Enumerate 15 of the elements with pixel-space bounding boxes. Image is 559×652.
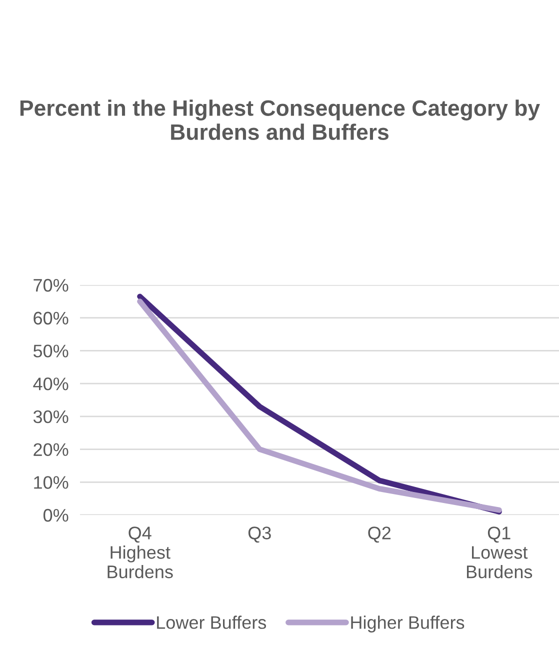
x-tick-label: Q2 — [368, 526, 391, 543]
y-tick-label: 60% — [34, 312, 68, 325]
legend-label: Lower Buffers — [157, 616, 266, 629]
y-tick-label: 20% — [34, 443, 68, 456]
y-tick-label: 40% — [33, 378, 68, 390]
legend-label: Higher Buffers — [351, 616, 464, 632]
y-tick-label: 70% — [34, 278, 68, 292]
x-tick-label: Q1 Lowest Burdens — [466, 526, 532, 578]
y-tick-label: 50% — [33, 344, 68, 358]
chart-title: Percent in the Highest Consequence Category by Burdens and Buffers — [20, 100, 540, 140]
y-tick-label: 0% — [44, 508, 68, 522]
y-tick-label: 10% — [34, 476, 68, 489]
y-tick-label: 30% — [33, 410, 68, 424]
x-tick-label: Q3 — [248, 526, 271, 543]
x-tick-label: Q4 Highest Burdens — [108, 526, 173, 578]
